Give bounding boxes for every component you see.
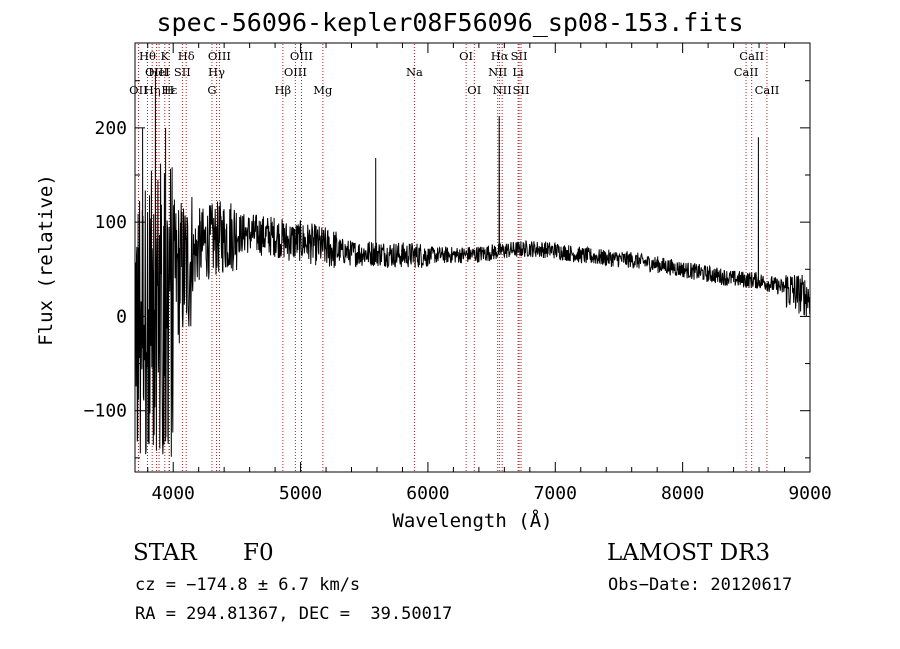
object-class: STAR	[133, 540, 197, 566]
x-tick-label: 6000	[406, 483, 449, 504]
x-tick-label: 7000	[534, 483, 577, 504]
spectral-line-label: CaII	[739, 49, 764, 63]
spectral-line-label: Hα	[491, 49, 509, 63]
spectral-line-label: OI	[467, 83, 481, 97]
spectral-line-label: NII	[493, 83, 512, 97]
y-tick-label: −100	[84, 401, 127, 422]
y-tick-label: 100	[94, 212, 127, 233]
plot-axes: 4000 5000 6000 7000 8000 9000 −100 0 100 200	[84, 42, 832, 504]
spectral-line-label: CaII	[755, 83, 780, 97]
spectral-line-label: SII	[513, 83, 530, 97]
spectral-line-label: OIII	[145, 65, 168, 79]
object-subclass: F0	[243, 540, 274, 566]
obs-date-text: Obs−Date: 20120617	[608, 575, 793, 595]
spectral-line-label: SII	[511, 49, 528, 63]
spectral-line-label: NII	[488, 65, 507, 79]
x-tick-label: 9000	[788, 483, 831, 504]
spectral-line-label: Hη	[144, 83, 161, 97]
spectral-line-label: Na	[406, 65, 423, 79]
spectral-line-label: Mg	[313, 83, 333, 97]
spectral-line-label: K	[161, 49, 170, 63]
spectral-line-label: Hθ	[139, 49, 156, 63]
spectral-line-label: OIII	[284, 65, 307, 79]
survey-name: LAMOST DR3	[607, 540, 771, 566]
spectral-line-label: OI	[459, 49, 473, 63]
spectrum-series	[134, 71, 811, 457]
x-tick-label: 4000	[152, 483, 195, 504]
spectral-line-label: G	[207, 83, 216, 97]
spectral-line-label: H	[164, 83, 174, 97]
spectral-line-label: HeI	[148, 65, 169, 79]
spectrum-line	[134, 71, 811, 457]
chart-title: spec-56096-kepler08F56096_sp08-153.fits	[156, 8, 744, 37]
spectral-line-label: Hγ	[208, 65, 225, 79]
plot-frame	[134, 42, 811, 473]
spectral-line-label: Li	[512, 65, 524, 79]
spectral-line-label: OIII	[290, 49, 313, 63]
x-axis-label: Wavelength (Å)	[392, 510, 553, 532]
spectral-line-label: OII	[129, 83, 148, 97]
spectral-line-label: SII	[174, 65, 191, 79]
y-tick-label: 200	[94, 118, 127, 139]
coordinates-text: RA = 294.81367, DEC = 39.50017	[135, 604, 453, 624]
spectral-line-label: Hδ	[178, 49, 195, 63]
y-tick-label: 0	[116, 306, 127, 327]
redshift-text: cz = −174.8 ± 6.7 km/s	[135, 575, 361, 595]
spectral-line-label: OIII	[208, 49, 231, 63]
x-tick-label: 5000	[279, 483, 322, 504]
spectral-line-label: CaII	[734, 65, 759, 79]
y-axis-label: Flux (relative)	[35, 174, 57, 346]
spectral-line-label: Hβ	[275, 83, 292, 97]
x-tick-label: 8000	[661, 483, 704, 504]
